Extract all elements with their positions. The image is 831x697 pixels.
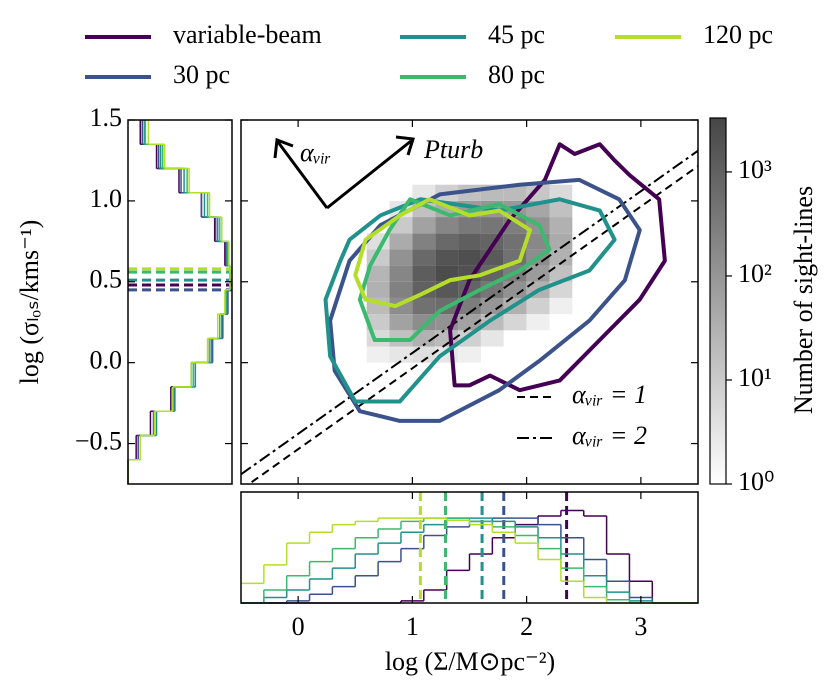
- annotation: Pturb: [423, 135, 483, 164]
- colorbar-tick-label: 10⁰: [738, 467, 774, 496]
- y-tick-label: 0.5: [90, 265, 123, 294]
- x-tick-label: 2: [520, 612, 533, 641]
- colorbar-label: Number of sight-lines: [789, 186, 818, 414]
- heatmap-cell: [503, 330, 527, 347]
- annotation: αᵥᵢᵣ: [300, 138, 331, 167]
- x-tick-label: 1: [406, 612, 419, 641]
- contour: [328, 177, 642, 423]
- legend-label: 80 pc: [488, 60, 545, 89]
- heatmap-cell: [435, 233, 459, 250]
- heatmap-cell: [526, 297, 550, 315]
- heatmap-cell: [412, 297, 436, 315]
- heatmap-cell: [549, 200, 573, 218]
- heatmap-cell: [503, 233, 527, 250]
- colorbar-tick-label: 10²: [738, 259, 772, 288]
- x-axis-label: log (Σ/M⊙pc⁻²): [385, 647, 555, 676]
- main-frame: [240, 119, 699, 485]
- heatmap-cell: [412, 217, 436, 234]
- heatmap-cell: [366, 281, 390, 298]
- heatmap-cell: [549, 233, 573, 250]
- colorbar: [709, 117, 727, 485]
- arrow-head: [273, 137, 294, 159]
- bottom-frame: [240, 491, 699, 604]
- heatmap-cell: [366, 314, 390, 331]
- y-tick-label: 1.0: [90, 184, 123, 213]
- heatmap-cell: [435, 249, 459, 266]
- contour: [357, 197, 552, 343]
- contour: [353, 197, 533, 309]
- reference-line: [247, 165, 698, 484]
- heatmap-cell: [480, 217, 504, 234]
- heatmap-cell: [458, 297, 481, 315]
- legend-label: 120 pc: [703, 20, 773, 49]
- legend-label: 30 pc: [173, 60, 230, 89]
- heatmap-cell: [435, 217, 459, 234]
- legend-label: 45 pc: [488, 20, 545, 49]
- heatmap-cell: [389, 233, 413, 250]
- arrow-head: [395, 135, 415, 156]
- heatmap-cell: [549, 249, 573, 266]
- y-tick-label: 1.5: [90, 103, 123, 132]
- arrow-line: [326, 139, 412, 210]
- heatmap-cell: [366, 346, 390, 363]
- x-tick-label: 0: [292, 612, 305, 641]
- heatmap-cell: [389, 314, 413, 331]
- colorbar-tick-label: 10¹: [738, 363, 772, 392]
- heatmap-cell: [458, 314, 481, 331]
- heatmap-cell: [389, 184, 413, 201]
- heatmap-cell: [412, 249, 436, 266]
- heatmap-cell: [389, 249, 413, 266]
- heatmap-cell: [526, 265, 550, 282]
- y-tick-label: −0.5: [75, 427, 122, 456]
- heatmap-cell: [526, 314, 550, 331]
- heatmap-cell: [366, 265, 390, 282]
- heatmap-cell: [458, 330, 481, 347]
- heatmap-cell: [412, 265, 436, 282]
- heatmap-cell: [480, 297, 504, 315]
- plot-layer: αᵥᵢᵣ = 1 αᵥᵢᵣ = 2 variable-beam 30 pc 45 pc 8…: [75, 20, 775, 641]
- contour: [448, 142, 667, 393]
- heatmap-cell: [480, 330, 504, 347]
- heatmap-cell: [458, 217, 481, 234]
- x-tick-label: 3: [634, 612, 647, 641]
- heatmap-cell: [549, 184, 573, 201]
- heatmap-cell: [389, 281, 413, 298]
- heatmap-cell: [458, 249, 481, 266]
- y-tick-label: 0.0: [90, 346, 123, 375]
- heatmap-cell: [549, 297, 573, 315]
- left-frame: [127, 119, 233, 485]
- heatmap-cell: [549, 217, 573, 234]
- heatmap-cell: [458, 346, 481, 363]
- heatmap-cell: [458, 233, 481, 250]
- heatmap-cell: [389, 346, 413, 363]
- heatmap-cell: [435, 265, 459, 282]
- arrow-line: [276, 141, 329, 209]
- heatmap-cell: [503, 184, 527, 201]
- heatmap-cell: [389, 265, 413, 282]
- legend-label: αᵥᵢᵣ = 2: [572, 421, 647, 450]
- heatmap-cell: [412, 233, 436, 250]
- legend-label: variable-beam: [173, 20, 322, 49]
- legend-label: αᵥᵢᵣ = 1: [572, 380, 647, 409]
- arrows: [273, 135, 415, 210]
- colorbar-tick-label: 10³: [738, 155, 772, 184]
- heatmap-cell: [412, 184, 436, 201]
- heatmap-cell: [503, 281, 527, 298]
- heatmap-cell: [503, 314, 527, 331]
- contour: [323, 197, 617, 404]
- heatmap-cell: [412, 346, 436, 363]
- y-axis-label: log (σₗₒₛ/kms⁻¹): [15, 220, 44, 385]
- heatmap-cell: [480, 314, 504, 331]
- heatmap-cell: [480, 346, 504, 363]
